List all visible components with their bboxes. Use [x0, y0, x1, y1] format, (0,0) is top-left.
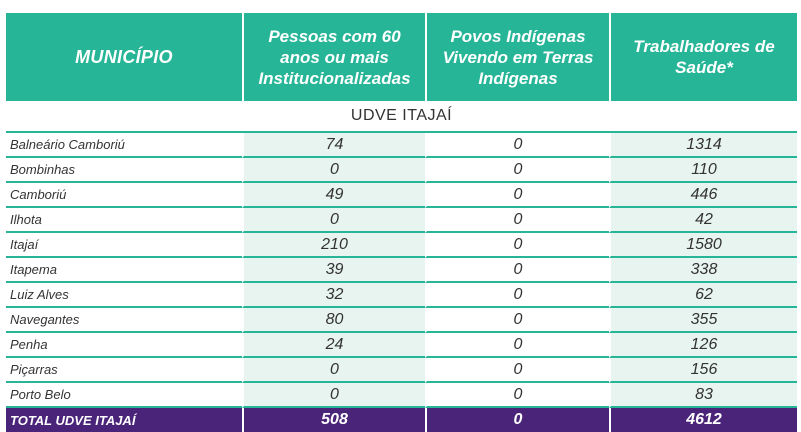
cell-pessoas-60: 0: [242, 208, 425, 233]
cell-pessoas-60: 0: [242, 383, 425, 408]
header-povos-indigenas: Povos Indígenas Vivendo em Terras Indíge…: [425, 13, 609, 101]
cell-povos-indigenas: 0: [425, 183, 609, 208]
header-municipio: MUNICÍPIO: [6, 13, 242, 101]
header-pessoas-60: Pessoas com 60 anos ou mais Instituciona…: [242, 13, 425, 101]
cell-povos-indigenas: 0: [425, 208, 609, 233]
cell-trabalhadores-saude: 62: [609, 283, 797, 308]
cell-trabalhadores-saude: 110: [609, 158, 797, 183]
cell-municipio: Balneário Camboriú: [6, 133, 242, 158]
table-row: Navegantes 80 0 355: [6, 308, 797, 333]
total-row: TOTAL UDVE ITAJAÍ 508 0 4612: [6, 408, 797, 432]
section-title: UDVE ITAJAÍ: [6, 101, 797, 133]
table-row: Camboriú 49 0 446: [6, 183, 797, 208]
cell-municipio: Bombinhas: [6, 158, 242, 183]
cell-pessoas-60: 80: [242, 308, 425, 333]
cell-pessoas-60: 39: [242, 258, 425, 283]
table-row: Balneário Camboriú 74 0 1314: [6, 133, 797, 158]
cell-povos-indigenas: 0: [425, 158, 609, 183]
total-cell-trabalhadores-saude: 4612: [609, 408, 797, 432]
total-cell-povos-indigenas: 0: [425, 408, 609, 432]
cell-municipio: Luiz Alves: [6, 283, 242, 308]
cell-trabalhadores-saude: 126: [609, 333, 797, 358]
cell-trabalhadores-saude: 355: [609, 308, 797, 333]
cell-povos-indigenas: 0: [425, 283, 609, 308]
table-row: Itajaí 210 0 1580: [6, 233, 797, 258]
cell-povos-indigenas: 0: [425, 258, 609, 283]
table-row: Ilhota 0 0 42: [6, 208, 797, 233]
cell-povos-indigenas: 0: [425, 233, 609, 258]
cell-municipio: Itapema: [6, 258, 242, 283]
cell-pessoas-60: 0: [242, 358, 425, 383]
cell-pessoas-60: 74: [242, 133, 425, 158]
cell-trabalhadores-saude: 1314: [609, 133, 797, 158]
cell-trabalhadores-saude: 42: [609, 208, 797, 233]
cell-pessoas-60: 24: [242, 333, 425, 358]
table-row: Penha 24 0 126: [6, 333, 797, 358]
cell-povos-indigenas: 0: [425, 308, 609, 333]
cell-trabalhadores-saude: 446: [609, 183, 797, 208]
header-row: MUNICÍPIO Pessoas com 60 anos ou mais In…: [6, 13, 797, 101]
document-page: MUNICÍPIO Pessoas com 60 anos ou mais In…: [6, 13, 797, 432]
cell-municipio: Itajaí: [6, 233, 242, 258]
cell-povos-indigenas: 0: [425, 358, 609, 383]
vaccination-priority-table: MUNICÍPIO Pessoas com 60 anos ou mais In…: [6, 13, 797, 432]
cell-municipio: Camboriú: [6, 183, 242, 208]
cell-municipio: Porto Belo: [6, 383, 242, 408]
cell-pessoas-60: 32: [242, 283, 425, 308]
cell-povos-indigenas: 0: [425, 333, 609, 358]
cell-municipio: Ilhota: [6, 208, 242, 233]
total-cell-municipio: TOTAL UDVE ITAJAÍ: [6, 408, 242, 432]
table-row: Bombinhas 0 0 110: [6, 158, 797, 183]
cell-municipio: Navegantes: [6, 308, 242, 333]
table-row: Luiz Alves 32 0 62: [6, 283, 797, 308]
table-row: Porto Belo 0 0 83: [6, 383, 797, 408]
cell-pessoas-60: 0: [242, 158, 425, 183]
cell-trabalhadores-saude: 338: [609, 258, 797, 283]
cell-trabalhadores-saude: 156: [609, 358, 797, 383]
cell-municipio: Piçarras: [6, 358, 242, 383]
cell-municipio: Penha: [6, 333, 242, 358]
section-row: UDVE ITAJAÍ: [6, 101, 797, 133]
table-row: Piçarras 0 0 156: [6, 358, 797, 383]
cell-pessoas-60: 210: [242, 233, 425, 258]
cell-trabalhadores-saude: 83: [609, 383, 797, 408]
cell-trabalhadores-saude: 1580: [609, 233, 797, 258]
cell-pessoas-60: 49: [242, 183, 425, 208]
cell-povos-indigenas: 0: [425, 133, 609, 158]
table-row: Itapema 39 0 338: [6, 258, 797, 283]
header-trabalhadores-saude: Trabalhadores de Saúde*: [609, 13, 797, 101]
cell-povos-indigenas: 0: [425, 383, 609, 408]
total-cell-pessoas-60: 508: [242, 408, 425, 432]
